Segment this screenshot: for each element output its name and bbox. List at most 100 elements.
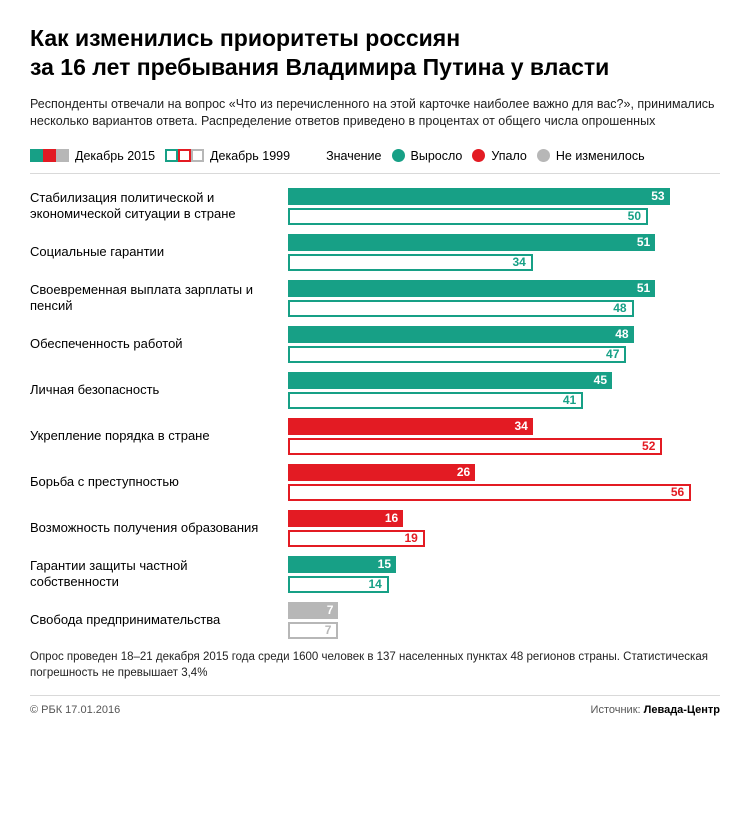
legend-meaning-label: Значение: [326, 149, 381, 163]
bar-1999-value: 34: [512, 255, 525, 269]
footer: © РБК 17.01.2016 Источник: Левада-Центр: [30, 695, 720, 716]
row-label: Гарантии защиты частной собственности: [30, 558, 288, 591]
bar-2015-value: 53: [651, 189, 664, 203]
swatch-solid-icon: [30, 149, 69, 162]
legend-unchanged: Не изменилось: [537, 149, 645, 163]
bar-1999-value: 56: [671, 485, 684, 499]
swatch-outline-icon: [165, 149, 204, 162]
bar-2015: 45: [288, 372, 612, 389]
bar-1999: 50: [288, 208, 648, 225]
legend-grew-label: Выросло: [411, 149, 463, 163]
chart-row: Возможность получения образования 16 19: [30, 510, 720, 547]
dot-red-icon: [472, 149, 485, 162]
bar-2015-value: 16: [385, 511, 398, 525]
swatch-green: [30, 149, 43, 162]
bar-1999-value: 52: [642, 439, 655, 453]
bar-1999: 7: [288, 622, 338, 639]
footer-source: Источник: Левада-Центр: [591, 704, 720, 716]
row-bars: 26 56: [288, 464, 720, 501]
row-bars: 4847: [288, 326, 720, 363]
bar-1999-value: 50: [628, 209, 641, 223]
legend-2015: Декабрь 2015: [30, 149, 155, 163]
row-label: Возможность получения образования: [30, 520, 288, 536]
divider: [30, 173, 720, 174]
swatch-outline-gray: [191, 149, 204, 162]
legend-grew: Выросло: [392, 149, 463, 163]
chart-row: Гарантии защиты частной собственности151…: [30, 556, 720, 593]
bar-1999-value: 7: [325, 623, 332, 637]
bar-2015: 26: [288, 464, 475, 481]
bar-2015: 48: [288, 326, 634, 343]
bar-2015: 7: [288, 602, 338, 619]
swatch-red: [43, 149, 56, 162]
chart-row: Обеспеченность работой4847: [30, 326, 720, 363]
legend: Декабрь 2015 Декабрь 1999 Значение Вырос…: [30, 149, 720, 163]
bar-2015: 15: [288, 556, 396, 573]
infographic-container: Как изменились приоритеты россиянза 16 л…: [0, 0, 750, 730]
chart-row: Стабилизация политической и экономическо…: [30, 188, 720, 225]
row-label: Обеспеченность работой: [30, 336, 288, 352]
bar-1999: 56: [288, 484, 691, 501]
row-label: Личная безопасность: [30, 382, 288, 398]
bar-2015: 34: [288, 418, 533, 435]
row-bars: 45 41: [288, 372, 720, 409]
bar-2015: 51: [288, 234, 655, 251]
row-label: Стабилизация политической и экономическо…: [30, 190, 288, 223]
chart-row: Борьба с преступностью 26 56: [30, 464, 720, 501]
chart-row: Своевременная выплата зарплаты и пенсий5…: [30, 280, 720, 317]
swatch-gray: [56, 149, 69, 162]
bar-1999: 52: [288, 438, 662, 455]
row-label: Борьба с преступностью: [30, 474, 288, 490]
bar-2015-value: 26: [457, 465, 470, 479]
row-bars: 53 50: [288, 188, 720, 225]
legend-unchanged-label: Не изменилось: [556, 149, 645, 163]
bar-1999-value: 19: [404, 531, 417, 545]
bar-1999: 34: [288, 254, 533, 271]
swatch-outline-green: [165, 149, 178, 162]
bar-2015-value: 7: [327, 603, 334, 617]
dot-green-icon: [392, 149, 405, 162]
bar-2015-value: 15: [378, 557, 391, 571]
footnote: Опрос проведен 18–21 декабря 2015 года с…: [30, 649, 720, 681]
chart-rows: Стабилизация политической и экономическо…: [30, 188, 720, 639]
footer-source-label: Источник:: [591, 704, 641, 716]
legend-1999: Декабрь 1999: [165, 149, 290, 163]
legend-1999-label: Декабрь 1999: [210, 149, 290, 163]
bar-2015-value: 34: [514, 419, 527, 433]
bar-1999-value: 41: [563, 393, 576, 407]
row-label: Укрепление порядка в стране: [30, 428, 288, 444]
chart-row: Социальные гарантии 51 34: [30, 234, 720, 271]
row-label: Социальные гарантии: [30, 244, 288, 260]
row-bars: 51 48: [288, 280, 720, 317]
bar-2015-value: 51: [637, 235, 650, 249]
bar-2015: 16: [288, 510, 403, 527]
bar-1999: 14: [288, 576, 389, 593]
row-label: Свобода предпринимательства: [30, 612, 288, 628]
chart-row: Свобода предпринимательства77: [30, 602, 720, 639]
bar-1999: 48: [288, 300, 634, 317]
bar-1999: 41: [288, 392, 583, 409]
row-bars: 1514: [288, 556, 720, 593]
swatch-outline-red: [178, 149, 191, 162]
bar-1999: 19: [288, 530, 425, 547]
chart-row: Личная безопасность 45 41: [30, 372, 720, 409]
row-bars: 51 34: [288, 234, 720, 271]
row-bars: 77: [288, 602, 720, 639]
chart-subtitle: Респонденты отвечали на вопрос «Что из п…: [30, 96, 720, 131]
row-label: Своевременная выплата зарплаты и пенсий: [30, 282, 288, 315]
bar-1999-value: 14: [368, 577, 381, 591]
legend-fell-label: Упало: [491, 149, 527, 163]
bar-1999-value: 48: [613, 301, 626, 315]
dot-gray-icon: [537, 149, 550, 162]
bar-1999-value: 47: [606, 347, 619, 361]
bar-2015-value: 48: [615, 327, 628, 341]
bar-2015-value: 45: [594, 373, 607, 387]
legend-fell: Упало: [472, 149, 527, 163]
bar-2015-value: 51: [637, 281, 650, 295]
bar-2015: 51: [288, 280, 655, 297]
legend-2015-label: Декабрь 2015: [75, 149, 155, 163]
footer-copyright: © РБК 17.01.2016: [30, 704, 120, 716]
bar-1999: 47: [288, 346, 626, 363]
footer-source-value: Левада-Центр: [644, 704, 720, 716]
bar-2015: 53: [288, 188, 670, 205]
